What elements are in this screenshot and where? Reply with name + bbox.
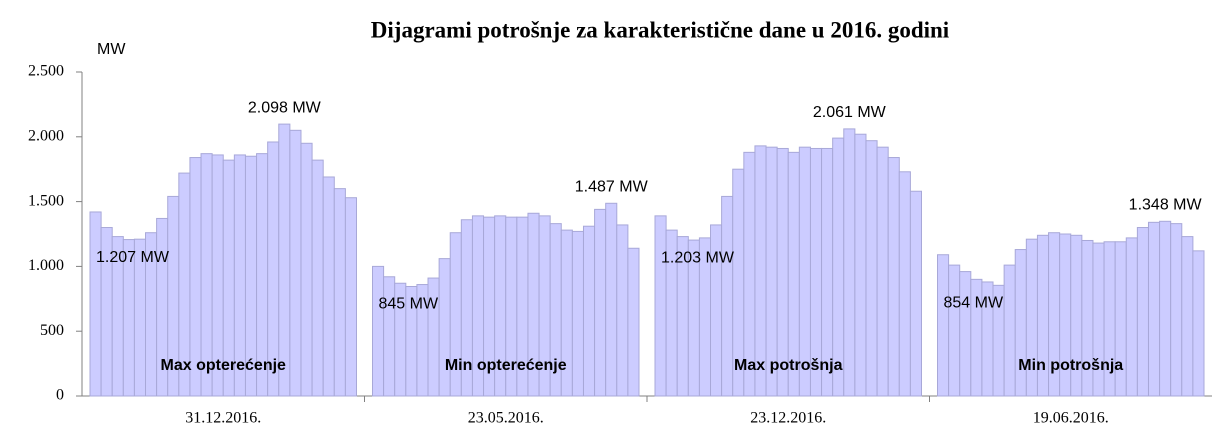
bar	[721, 195, 734, 397]
bar	[1170, 223, 1183, 397]
bar	[344, 197, 358, 397]
x-tick-label: 23.05.2016.	[468, 410, 544, 427]
bar	[654, 215, 667, 397]
value-label: 1.207 MW	[96, 249, 170, 266]
bar	[383, 276, 396, 397]
bar	[582, 225, 596, 397]
bar	[278, 123, 291, 397]
value-label: 2.061 MW	[813, 104, 887, 121]
bar	[89, 211, 102, 397]
bar	[594, 208, 607, 397]
y-tick-label: 500	[40, 322, 64, 339]
bar	[322, 176, 335, 397]
y-unit: MW	[97, 41, 126, 58]
bar	[1192, 250, 1205, 397]
bar	[854, 133, 867, 397]
bar	[1003, 264, 1016, 397]
value-label: 845 MW	[379, 296, 439, 313]
bar	[438, 258, 451, 397]
x-tick-label: 31.12.2016.	[185, 410, 261, 427]
value-label: 1.203 MW	[661, 249, 735, 266]
bar	[843, 128, 856, 397]
bar	[333, 188, 346, 397]
bar	[605, 202, 618, 397]
bar	[289, 129, 302, 397]
bar	[887, 157, 900, 397]
group-label: Min opterećenje	[445, 357, 567, 374]
bar	[1147, 221, 1161, 397]
bar	[937, 254, 950, 397]
bar	[948, 264, 961, 397]
bar	[898, 171, 911, 397]
y-tick-label: 2.000	[28, 127, 64, 144]
bar	[1181, 236, 1194, 397]
value-label: 2.098 MW	[248, 99, 322, 116]
value-label: 1.487 MW	[575, 179, 649, 196]
bar	[311, 159, 324, 397]
group-label: Max potrošnja	[734, 357, 843, 374]
y-tick-label: 2.500	[28, 63, 64, 80]
bar	[616, 224, 629, 397]
y-tick-label: 1.500	[28, 192, 64, 209]
bar	[1125, 237, 1138, 397]
y-tick-label: 1.000	[28, 257, 64, 274]
x-tick-label: 23.12.2016.	[750, 410, 826, 427]
bar	[571, 230, 584, 397]
value-label: 1.348 MW	[1129, 197, 1203, 214]
group-label: Max opterećenje	[161, 357, 286, 374]
group-label: Min potrošnja	[1018, 357, 1123, 374]
bar	[865, 140, 878, 397]
bar	[909, 190, 922, 397]
bar	[876, 146, 889, 397]
bar	[372, 265, 385, 397]
bar	[1159, 220, 1172, 397]
x-tick-label: 19.06.2016.	[1033, 410, 1109, 427]
bar	[300, 142, 313, 397]
chart-title: Dijagrami potrošnje za karakteristične d…	[371, 17, 950, 42]
bar	[959, 271, 972, 397]
y-tick-label: 0	[56, 387, 64, 404]
bar	[1136, 227, 1149, 397]
value-label: 854 MW	[944, 295, 1004, 312]
bar	[627, 247, 640, 397]
